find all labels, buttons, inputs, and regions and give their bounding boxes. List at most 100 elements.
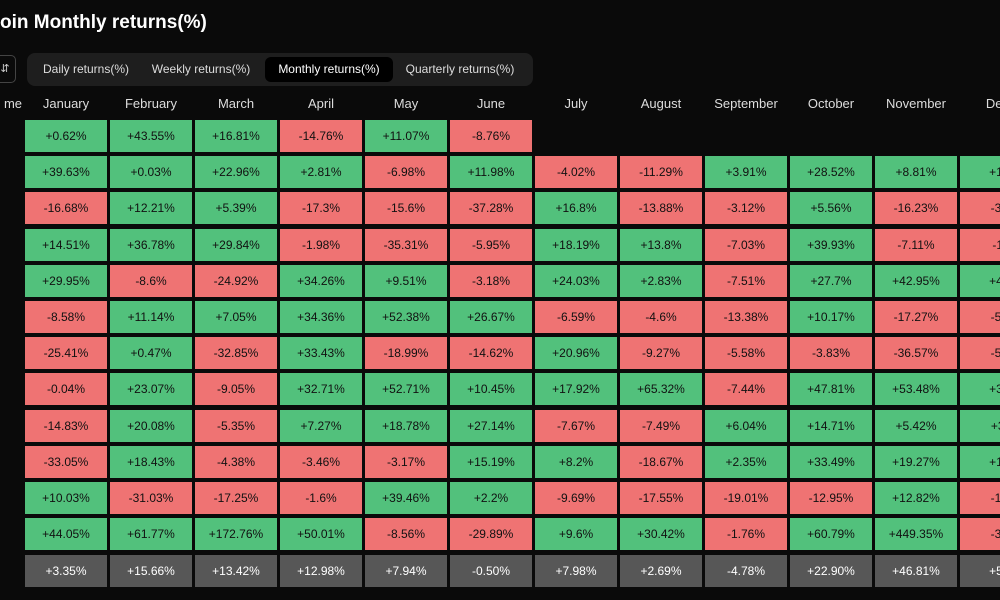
- return-cell: -15.6%: [365, 192, 447, 225]
- tab[interactable]: Daily returns(%): [42, 62, 129, 76]
- average-cell: +7.98%: [535, 555, 617, 588]
- return-cell: -37.28%: [450, 192, 532, 225]
- return-cell: +2.2%: [450, 482, 532, 514]
- return-cell: -7.11%: [875, 228, 957, 261]
- return-cell: -13.88%: [620, 192, 702, 225]
- return-cell: -8.6%: [110, 264, 192, 297]
- return-cell: -1.98%: [280, 228, 362, 261]
- return-cell: +24.03%: [535, 264, 617, 297]
- year-label: 24: [0, 120, 22, 152]
- return-cell: +449.35%: [875, 518, 957, 551]
- average-cell: +2.69%: [620, 555, 702, 588]
- return-cell: +39.93%: [790, 228, 872, 261]
- year-label: 19: [0, 301, 22, 333]
- average-cell: +3.35%: [25, 555, 107, 588]
- column-header: Dece: [985, 96, 1000, 111]
- return-cell: +38.: [960, 373, 1000, 406]
- return-cell: -5.1: [960, 337, 1000, 370]
- return-cell: +44.05%: [25, 518, 107, 551]
- return-cell: -7.03%: [705, 228, 787, 261]
- return-cell: +42.95%: [875, 264, 957, 297]
- dropdown[interactable]: ⇵: [0, 55, 16, 83]
- return-cell: +2.81%: [280, 156, 362, 189]
- year-label: 15: [0, 446, 22, 478]
- return-cell: -11.29%: [620, 156, 702, 189]
- return-cell: -32.85%: [195, 337, 277, 370]
- return-cell: +23.07%: [110, 373, 192, 406]
- return-cell: +12.: [960, 156, 1000, 189]
- year-label: 23: [0, 156, 22, 188]
- tab[interactable]: Weekly returns(%): [151, 62, 251, 76]
- return-cell: +14.51%: [25, 228, 107, 261]
- return-cell: -25.41%: [25, 337, 107, 370]
- return-cell: -8.76%: [450, 120, 532, 152]
- return-cell: +8.81%: [875, 156, 957, 189]
- year-label: 14: [0, 482, 22, 514]
- return-cell: -1.76%: [705, 518, 787, 551]
- return-cell: +9.6%: [535, 518, 617, 551]
- column-header: October: [807, 96, 855, 111]
- return-cell: -6.59%: [535, 301, 617, 333]
- return-cell: -4.02%: [535, 156, 617, 189]
- return-cell: -5.1: [960, 301, 1000, 333]
- average-cell: +15.66%: [110, 555, 192, 588]
- return-cell: +18.43%: [110, 445, 192, 478]
- return-cell: +11.07%: [365, 120, 447, 152]
- year-label: 20: [0, 265, 22, 297]
- column-header: November: [886, 96, 946, 111]
- return-cell: +10.03%: [25, 482, 107, 514]
- return-cell: -5.58%: [705, 337, 787, 370]
- return-cell: -17.27%: [875, 301, 957, 333]
- return-cell: +50.01%: [280, 518, 362, 551]
- tab[interactable]: Quarterly returns(%): [405, 62, 515, 76]
- column-header: May: [393, 96, 419, 111]
- year-label: 16: [0, 410, 22, 442]
- return-cell: -19.01%: [705, 482, 787, 514]
- return-cell: -17.25%: [195, 482, 277, 514]
- return-cell: -17.55%: [620, 482, 702, 514]
- return-cell: +172.76%: [195, 518, 277, 551]
- return-cell: +30.42%: [620, 518, 702, 551]
- return-cell: +0.03%: [110, 156, 192, 189]
- return-cell: +27.14%: [450, 409, 532, 442]
- page-title: oin Monthly returns(%): [0, 12, 207, 33]
- return-cell: -3.5: [960, 192, 1000, 225]
- return-cell: -34.: [960, 518, 1000, 551]
- return-cell: +46.: [960, 264, 1000, 297]
- column-header: July: [564, 96, 588, 111]
- return-cell: -5.95%: [450, 228, 532, 261]
- return-cell: +18.78%: [365, 409, 447, 442]
- return-cell: +8.2%: [535, 445, 617, 478]
- return-cell: -9.27%: [620, 337, 702, 370]
- return-cell: +14.71%: [790, 409, 872, 442]
- return-cell: -7.51%: [705, 264, 787, 297]
- return-cell: -3.12%: [705, 192, 787, 225]
- column-header: me: [3, 96, 22, 111]
- return-cell: +12.82%: [875, 482, 957, 514]
- return-cell: +13.8%: [620, 228, 702, 261]
- return-cell: -33.05%: [25, 445, 107, 478]
- return-cell: -9.05%: [195, 373, 277, 406]
- return-cell: +6.04%: [705, 409, 787, 442]
- return-cell: +3.91%: [705, 156, 787, 189]
- return-cell: +2.83%: [620, 264, 702, 297]
- return-cell: -15.: [960, 482, 1000, 514]
- return-cell: +13.: [960, 445, 1000, 478]
- return-cell: -3.18%: [450, 264, 532, 297]
- return-cell: -35.31%: [365, 228, 447, 261]
- return-cell: -9.69%: [535, 482, 617, 514]
- return-cell: +17.92%: [535, 373, 617, 406]
- return-cell: -16.68%: [25, 192, 107, 225]
- return-cell: +61.77%: [110, 518, 192, 551]
- return-cell: +5.56%: [790, 192, 872, 225]
- column-header: September: [714, 96, 778, 111]
- average-cell: -4.78%: [705, 555, 787, 588]
- return-cell: +53.48%: [875, 373, 957, 406]
- return-cell: -13.38%: [705, 301, 787, 333]
- tab[interactable]: Monthly returns(%): [265, 57, 393, 82]
- return-cell: +28.52%: [790, 156, 872, 189]
- year-label: 18: [0, 337, 22, 369]
- average-cell: +7.94%: [365, 555, 447, 588]
- return-cell: +11.98%: [450, 156, 532, 189]
